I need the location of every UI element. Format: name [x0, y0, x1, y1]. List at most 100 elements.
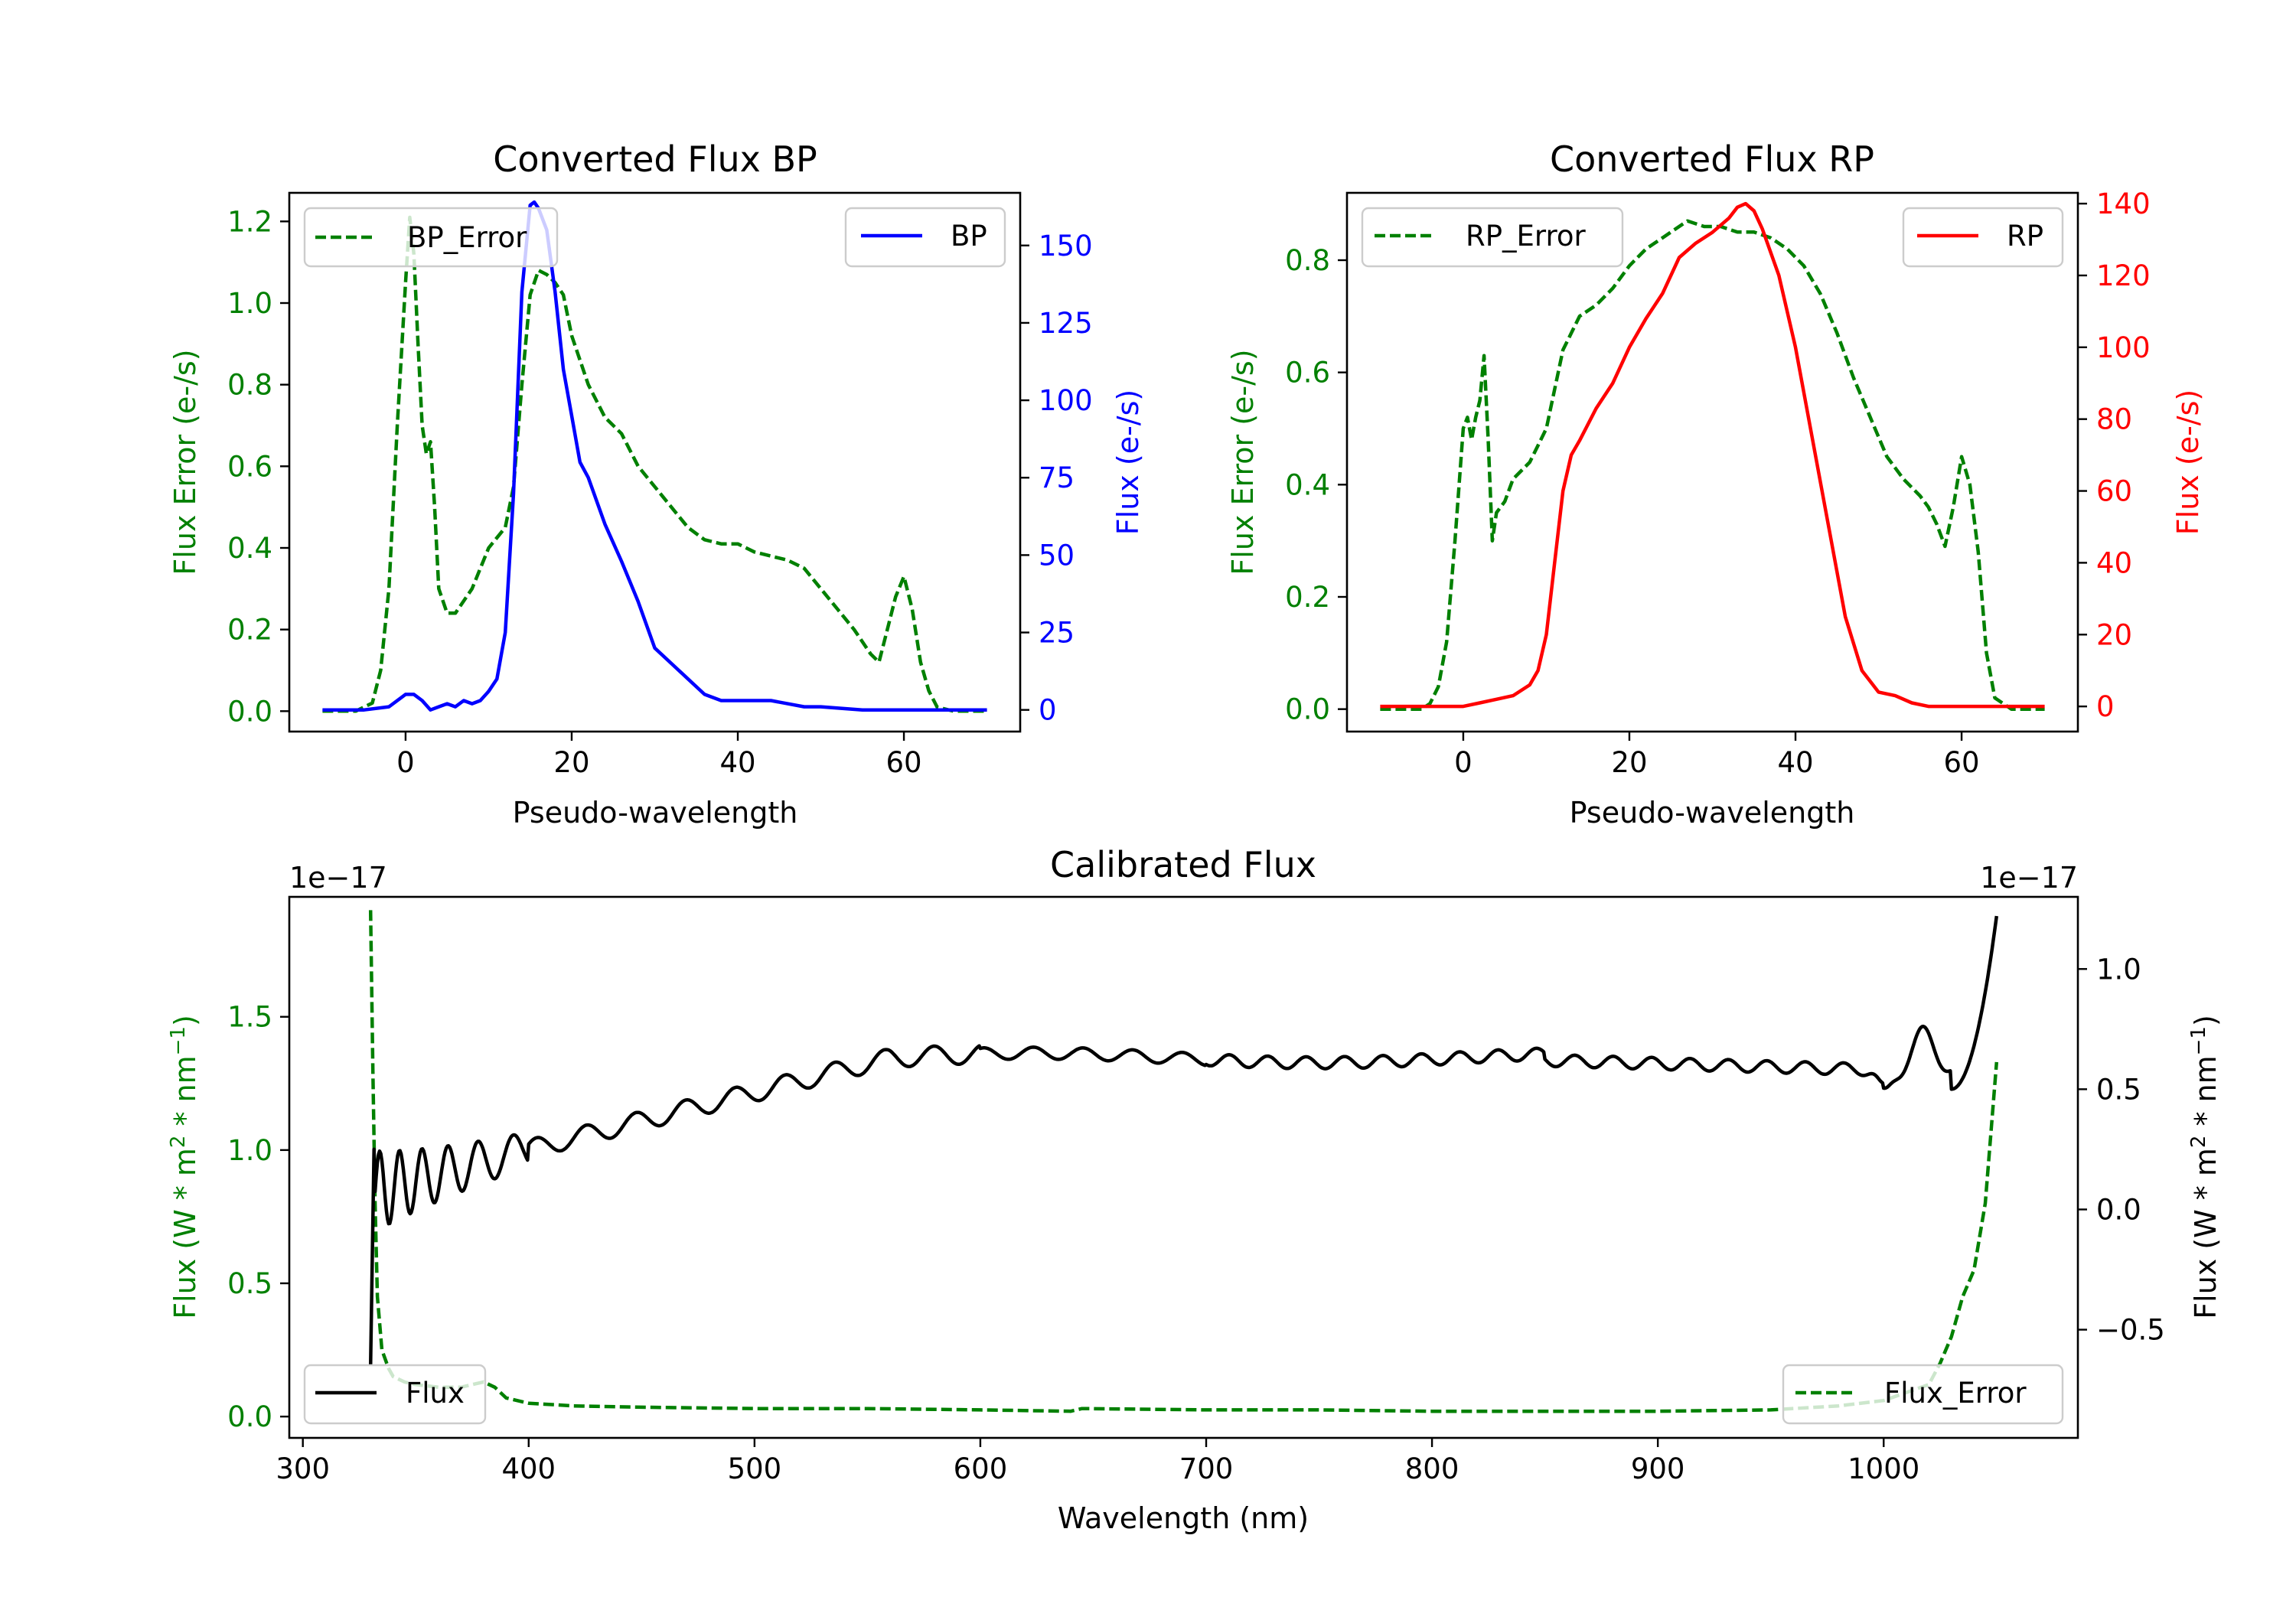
rp-legend-flux: RP: [1902, 207, 2064, 268]
calibrated-legend-flux-label: Flux: [406, 1377, 465, 1410]
bp-left-y-label: Flux Error (e-/s): [168, 349, 202, 575]
calibrated-right-y-tick-label: −0.5: [2096, 1314, 2165, 1347]
bp-legend-flux-box: [844, 207, 1006, 268]
calibrated-legend-flux: Flux: [303, 1364, 487, 1425]
bp-left-y-tick-label: 1.2: [227, 205, 272, 238]
bp-x-tick-label: 60: [886, 746, 922, 779]
rp-legend-flux-label: RP: [2007, 220, 2043, 253]
bp-right-y-tick-label: 125: [1039, 307, 1093, 340]
calibrated-x-tick-label: 1000: [1848, 1452, 1919, 1485]
rp-right-y-tick-label: 60: [2096, 475, 2132, 508]
calibrated-legend-error-box: [1782, 1364, 2064, 1425]
calibrated-x-tick-label: 400: [501, 1452, 556, 1485]
calibrated-x-tick-label: 800: [1405, 1452, 1459, 1485]
calibrated-left-y-tick-label: 0.5: [227, 1267, 272, 1300]
rp-x-tick-label: 60: [1944, 746, 1980, 779]
calibrated-legend-error-label: Flux_Error: [1884, 1377, 2027, 1410]
bp-right-y-tick-label: 150: [1039, 230, 1093, 262]
rp-left-y-tick-label: 0.6: [1285, 357, 1330, 390]
rp-panel: Converted Flux RP 0 20 40 60 0.0 0.2 0.4 0.6 0.8…: [1226, 139, 2205, 830]
calibrated-title: Calibrated Flux: [1050, 844, 1316, 885]
calibrated-right-y-tick-label: 0.5: [2096, 1073, 2141, 1106]
calibrated-legend-flux-box: [303, 1364, 487, 1425]
calibrated-ticks: 300 400 500 600 700 800 900 1000 0.0 0.5 1.0 1.5 −0.…: [227, 953, 2165, 1485]
rp-right-y-tick-label: 80: [2096, 403, 2132, 436]
rp-right-y-tick-label: 0: [2096, 690, 2115, 723]
rp-right-y-tick-label: 40: [2096, 546, 2132, 579]
rp-x-tick-label: 0: [1454, 746, 1473, 779]
rp-left-y-tick-label: 0.0: [1285, 693, 1330, 726]
calibrated-x-tick-label: 700: [1179, 1452, 1234, 1485]
calibrated-left-y-tick-label: 0.0: [227, 1400, 272, 1433]
rp-x-tick-label: 40: [1777, 746, 1813, 779]
rp-legend-error-label: RP_Error: [1466, 220, 1586, 253]
calibrated-left-y-tick-label: 1.5: [227, 1001, 272, 1034]
bp-ticks: 0 20 40 60 0.0 0.2 0.4 0.6 0.8 1.0 1.2 0 25 50 75 100 12…: [227, 205, 1092, 779]
calibrated-left-y-label: Flux (W * m2 * nm−1): [167, 1015, 202, 1319]
bp-right-y-label: Flux (e-/s): [1111, 390, 1145, 535]
bp-right-y-tick-label: 100: [1039, 384, 1093, 417]
bp-series-bp: [322, 200, 987, 712]
bp-right-y-tick-label: 50: [1039, 539, 1075, 572]
bp-right-y-tick-label: 0: [1039, 694, 1057, 727]
bp-legend-error-box: [303, 207, 559, 268]
calibrated-x-tick-label: 500: [728, 1452, 782, 1485]
calibrated-series-flux-error: [368, 910, 1999, 1413]
rp-left-y-label: Flux Error (e-/s): [1226, 349, 1260, 575]
bp-left-y-tick-label: 1.0: [227, 287, 272, 320]
bp-legend-error: BP_Error: [303, 207, 559, 268]
rp-right-y-tick-label: 100: [2096, 331, 2151, 364]
calibrated-series-flux: [368, 915, 1999, 1366]
rp-series-group: [1380, 201, 2045, 711]
rp-legend-error-box: [1361, 207, 1624, 268]
rp-legend-error: RP_Error: [1361, 207, 1624, 268]
rp-right-y-tick-label: 120: [2096, 259, 2151, 292]
bp-x-tick-label: 40: [719, 746, 755, 779]
rp-axes-frame: [1345, 191, 2079, 733]
rp-series-rp: [1380, 201, 2045, 709]
bp-left-y-tick-label: 0.4: [227, 532, 272, 565]
bp-legend-flux-label: BP: [951, 220, 987, 253]
calibrated-x-tick-label: 600: [954, 1452, 1008, 1485]
rp-series-rp-error: [1380, 219, 2045, 711]
rp-title: Converted Flux RP: [1550, 139, 1874, 180]
rp-right-y-tick-label: 140: [2096, 187, 2151, 220]
calibrated-right-y-tick-label: 0.0: [2096, 1193, 2141, 1226]
calibrated-right-y-label: Flux (W * m2 * nm−1): [2187, 1015, 2223, 1319]
rp-right-y-tick-label: 20: [2096, 618, 2132, 651]
bp-title: Converted Flux BP: [493, 139, 817, 180]
calibrated-axes-frame: [288, 895, 2079, 1439]
calibrated-legend-error: Flux_Error: [1782, 1364, 2064, 1425]
rp-left-y-tick-label: 0.8: [1285, 244, 1330, 277]
calibrated-x-label: Wavelength (nm): [1058, 1501, 1309, 1535]
bp-series-group: [322, 200, 987, 713]
calibrated-right-offset: 1e−17: [1980, 861, 2078, 895]
rp-ticks: 0 20 40 60 0.0 0.2 0.4 0.6 0.8 0 20 40 60 80 100 120 140: [1285, 187, 2150, 779]
bp-left-y-tick-label: 0.8: [227, 369, 272, 402]
rp-x-tick-label: 20: [1611, 746, 1647, 779]
bp-left-y-tick-label: 0.0: [227, 695, 272, 728]
calibrated-right-y-tick-label: 1.0: [2096, 953, 2141, 986]
bp-panel: Converted Flux BP 0 20 40 60 0.0 0.2 0.4 0.6 0.8…: [168, 139, 1145, 830]
calibrated-x-tick-label: 900: [1631, 1452, 1685, 1485]
bp-axes-frame: [288, 191, 1022, 733]
calibrated-panel: Calibrated Flux 1e−17 1e−17 300 400 500 600…: [167, 844, 2223, 1535]
calibrated-series-group: [368, 910, 1999, 1413]
bp-right-y-tick-label: 25: [1039, 617, 1075, 650]
bp-right-y-tick-label: 75: [1039, 461, 1075, 494]
rp-legend-flux-box: [1902, 207, 2064, 268]
calibrated-left-y-tick-label: 1.0: [227, 1134, 272, 1167]
bp-x-tick-label: 0: [396, 746, 415, 779]
bp-legend-error-label: BP_Error: [407, 221, 527, 254]
rp-left-y-tick-label: 0.4: [1285, 468, 1330, 501]
bp-left-y-tick-label: 0.2: [227, 614, 272, 647]
calibrated-left-offset: 1e−17: [289, 861, 387, 895]
rp-left-y-tick-label: 0.2: [1285, 581, 1330, 614]
bp-left-y-tick-label: 0.6: [227, 450, 272, 483]
bp-x-label: Pseudo-wavelength: [513, 796, 798, 830]
bp-series-bp-error: [322, 215, 987, 713]
rp-x-label: Pseudo-wavelength: [1570, 796, 1855, 830]
bp-legend-flux: BP: [844, 207, 1006, 268]
rp-right-y-label: Flux (e-/s): [2171, 390, 2205, 535]
